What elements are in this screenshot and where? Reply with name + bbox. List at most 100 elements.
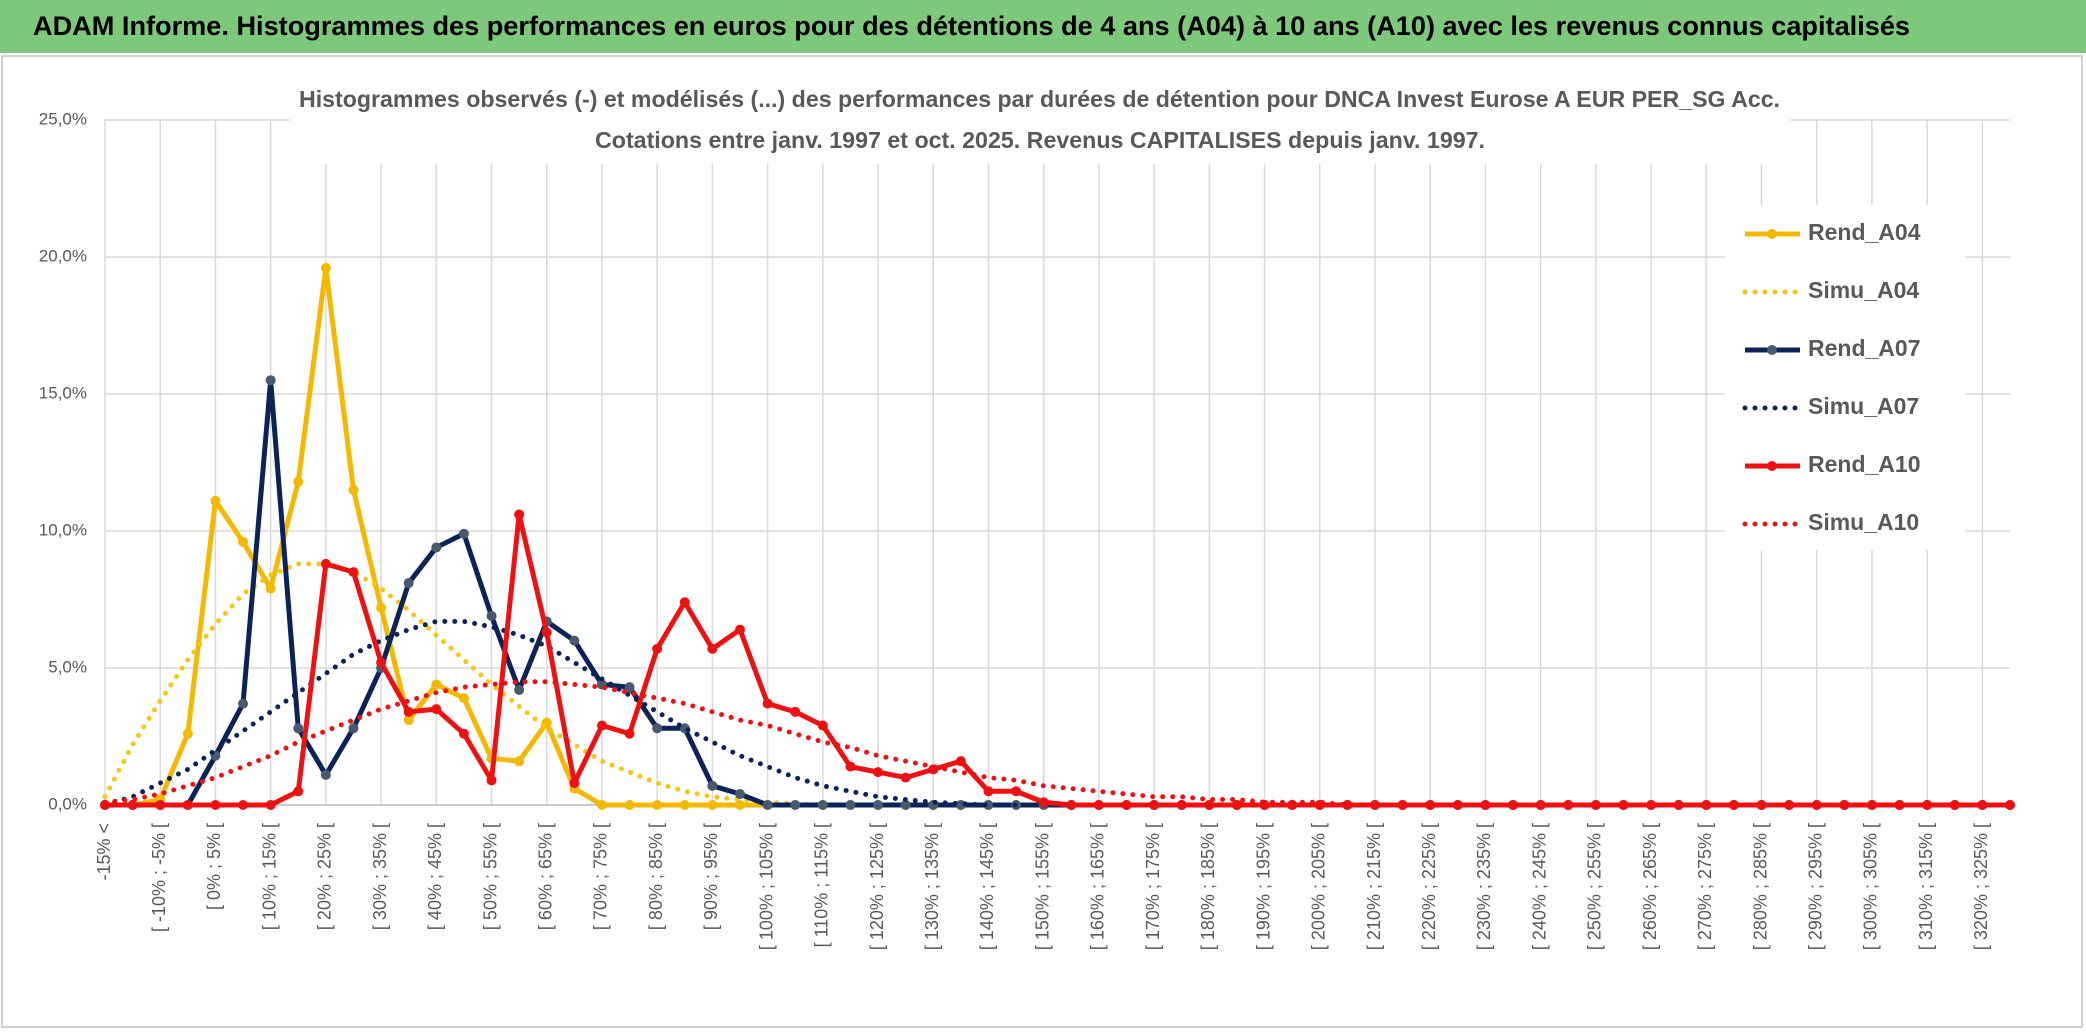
data-point <box>320 558 331 569</box>
subtitle-bg <box>290 80 1790 164</box>
x-tick-label: [ 30% ; 35% [ <box>370 823 390 930</box>
chart-subtitle: Histogrammes observés (-) et modélisés (… <box>299 86 1780 112</box>
data-point <box>403 578 414 589</box>
x-tick-label: [ 110% ; 115% [ <box>812 823 832 947</box>
legend-label: Simu_A10 <box>1808 509 1919 535</box>
data-point <box>735 624 745 635</box>
data-point <box>707 643 718 654</box>
data-point <box>541 627 552 638</box>
x-tick-label: [ 150% ; 155% [ <box>1032 823 1052 950</box>
data-point <box>376 602 387 613</box>
data-point <box>1231 800 1242 810</box>
x-tick-label: [ 90% ; 95% [ <box>701 823 721 930</box>
data-point <box>403 706 414 717</box>
x-tick-label: [ 130% ; 135% [ <box>922 823 942 950</box>
data-point <box>1204 800 1215 810</box>
data-point <box>1673 800 1684 810</box>
legend-label: Simu_A04 <box>1808 277 1919 303</box>
data-point <box>514 756 525 767</box>
x-tick-label: [ 120% ; 125% [ <box>867 823 887 950</box>
data-point <box>735 789 745 800</box>
x-tick-label: [ 0% ; 5% [ <box>204 823 224 910</box>
data-point <box>348 723 359 734</box>
y-tick-label: 15,0% <box>39 383 87 402</box>
data-point <box>486 775 497 786</box>
data-point <box>596 720 607 731</box>
x-tick-label: [ 270% ; 275% [ <box>1695 823 1715 950</box>
data-point <box>1149 800 1160 810</box>
data-point <box>514 509 525 520</box>
x-tick-label: [ 60% ; 65% [ <box>535 823 555 930</box>
y-tick-label: 25,0% <box>39 109 87 128</box>
data-point <box>1701 800 1712 810</box>
x-tick-label: [ 180% ; 185% [ <box>1198 823 1218 950</box>
x-tick-label: [ 290% ; 295% [ <box>1805 823 1825 950</box>
data-point <box>569 635 580 646</box>
data-point <box>762 800 773 810</box>
data-point <box>431 542 442 553</box>
data-point <box>790 706 801 717</box>
x-tick-label: [ 320% ; 325% [ <box>1971 823 1991 950</box>
data-point <box>431 704 442 715</box>
data-point <box>1590 800 1601 810</box>
legend-label: Rend_A04 <box>1808 219 1921 245</box>
x-tick-label: [ 160% ; 165% [ <box>1088 823 1108 950</box>
y-tick-label: 20,0% <box>39 246 87 265</box>
data-point <box>458 693 469 704</box>
data-point <box>1011 786 1022 797</box>
data-point <box>652 723 663 734</box>
data-point <box>265 375 276 386</box>
data-point <box>265 800 276 810</box>
data-point <box>624 728 635 739</box>
data-point <box>707 800 718 810</box>
x-tick-label: -15% < <box>94 823 114 881</box>
y-tick-label: 10,0% <box>39 520 87 539</box>
data-point <box>210 495 221 506</box>
data-point <box>624 682 635 693</box>
y-tick-label: 0,0% <box>48 794 87 813</box>
data-point <box>376 657 387 668</box>
x-tick-label: [ 40% ; 45% [ <box>425 823 445 930</box>
data-point <box>983 786 994 797</box>
data-point <box>348 484 359 495</box>
data-point <box>679 597 690 608</box>
data-point <box>652 643 663 654</box>
x-tick-label: [ 230% ; 235% [ <box>1474 823 1494 950</box>
x-tick-label: [ 70% ; 75% [ <box>591 823 611 930</box>
data-point <box>1038 797 1049 808</box>
chart-subtitle: Cotations entre janv. 1997 et oct. 2025.… <box>595 127 1485 153</box>
x-tick-label: [ 220% ; 225% [ <box>1419 823 1439 950</box>
x-tick-label: [ 210% ; 215% [ <box>1364 823 1384 950</box>
data-point <box>1563 800 1574 810</box>
x-tick-label: [ 80% ; 85% [ <box>646 823 666 930</box>
data-point <box>1811 800 1822 810</box>
data-point <box>707 780 718 791</box>
legend-marker <box>1767 229 1777 239</box>
data-point <box>293 786 304 797</box>
data-point <box>431 679 442 690</box>
data-point <box>320 262 331 273</box>
x-tick-label: [ 140% ; 145% [ <box>977 823 997 950</box>
data-point <box>624 800 635 810</box>
x-tick-label: [ 310% ; 315% [ <box>1916 823 1936 950</box>
data-point <box>320 769 331 780</box>
legend-label: Rend_A10 <box>1808 451 1920 477</box>
data-point <box>817 720 828 731</box>
data-point <box>348 567 359 578</box>
legend-bg <box>1725 205 1965 550</box>
data-point <box>1480 800 1491 810</box>
data-point <box>1370 800 1380 810</box>
data-point <box>1894 800 1905 810</box>
data-point <box>100 800 110 810</box>
x-tick-label: [ 260% ; 265% [ <box>1640 823 1660 950</box>
legend-marker <box>1767 345 1777 355</box>
x-tick-label: [ 20% ; 25% [ <box>315 823 335 930</box>
data-point <box>735 800 745 810</box>
data-point <box>1784 800 1795 810</box>
x-tick-label: [ 10% ; 15% [ <box>259 823 279 930</box>
legend-label: Rend_A07 <box>1808 335 1920 361</box>
data-point <box>1452 800 1463 810</box>
data-point <box>790 800 801 810</box>
x-tick-label: [ 240% ; 245% [ <box>1529 823 1549 950</box>
